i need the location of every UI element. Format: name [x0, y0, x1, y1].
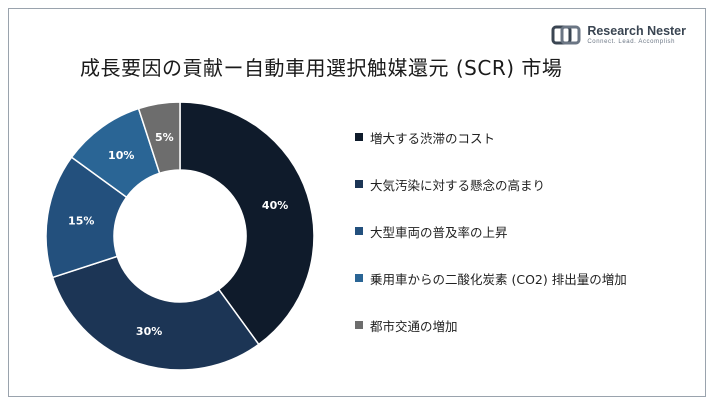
legend-label-1: 増大する渋滞のコスト: [370, 131, 496, 146]
slice-value-label-5: 5%: [155, 131, 174, 144]
legend-item-2: 大気汚染に対する懸念の高まり: [355, 175, 627, 222]
research-nester-logo: Research Nester Connect. Lead. Accomplis…: [551, 24, 686, 46]
chart-title: 成長要因の貢献ー自動車用選択触媒還元 (SCR) 市場: [80, 56, 563, 80]
legend-swatch-5: [355, 321, 363, 329]
legend-label-3: 大型車両の普及率の上昇: [370, 225, 508, 240]
legend-swatch-2: [355, 180, 363, 188]
chart-legend: 増大する渋滞のコスト大気汚染に対する懸念の高まり 大型車両の普及率の上昇乗用車から…: [355, 128, 627, 363]
logo-mark-icon: [551, 25, 581, 45]
donut-slice-1: [179, 101, 315, 346]
legend-label-5: 都市交通の増加: [370, 319, 458, 334]
legend-item-3: 大型車両の普及率の上昇: [355, 222, 627, 269]
legend-label-4: 乗用車からの二酸化炭素 (CO2) 排出量の増加: [370, 272, 627, 287]
logo-tagline: Connect. Lead. Accomplish: [587, 39, 676, 46]
donut-slice-2: [51, 255, 260, 371]
legend-swatch-3: [355, 227, 363, 235]
legend-swatch-4: [355, 274, 363, 282]
slice-value-label-3: 15%: [68, 214, 94, 227]
legend-label-2: 大気汚染に対する懸念の高まり: [370, 178, 546, 193]
legend-item-5: 都市交通の増加: [355, 316, 627, 363]
legend-item-4: 乗用車からの二酸化炭素 (CO2) 排出量の増加: [355, 269, 627, 316]
slice-value-label-2: 30%: [136, 325, 162, 338]
slice-value-label-4: 10%: [108, 149, 134, 162]
slice-value-label-1: 40%: [262, 199, 288, 212]
legend-item-1: 増大する渋滞のコスト: [355, 128, 627, 175]
legend-swatch-1: [355, 133, 363, 141]
logo-name: Research Nester: [587, 23, 686, 38]
donut-slice-5: [137, 101, 181, 175]
